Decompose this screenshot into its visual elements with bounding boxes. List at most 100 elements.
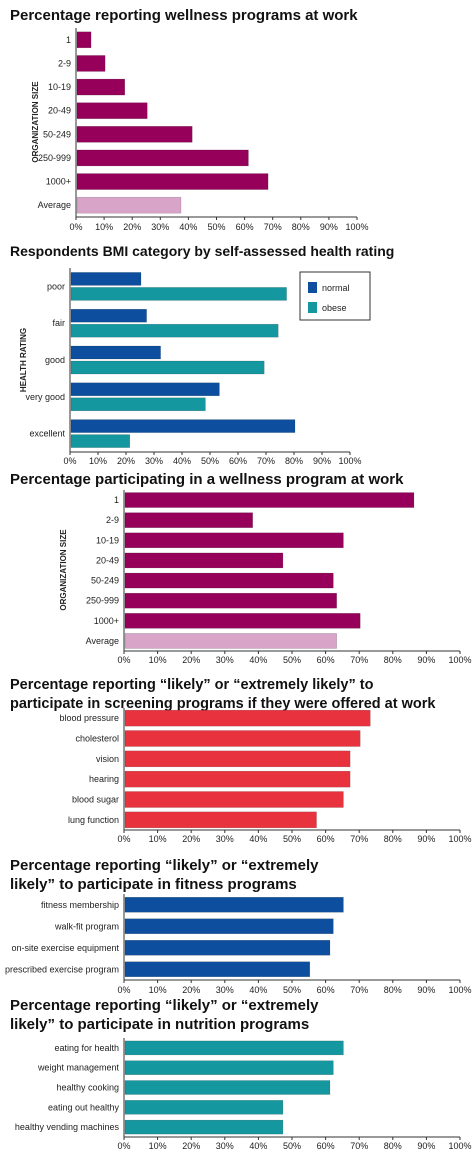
category-label: healthy vending machines — [15, 1122, 120, 1132]
category-label: 50-249 — [91, 576, 119, 586]
x-tick-label: 10% — [149, 1141, 167, 1151]
category-label: excellent — [29, 429, 65, 439]
x-tick-label: 90% — [417, 834, 435, 844]
x-tick-label: 80% — [384, 985, 402, 995]
x-tick-label: 100% — [448, 1141, 471, 1151]
x-tick-label: 40% — [249, 1141, 267, 1151]
bar — [124, 532, 344, 549]
bar — [124, 512, 253, 528]
category-label: 20-49 — [48, 106, 71, 116]
bar — [76, 55, 106, 72]
x-tick-label: 30% — [216, 655, 234, 665]
x-tick-label: 20% — [182, 655, 200, 665]
x-tick-label: 60% — [236, 222, 254, 232]
category-label: 1 — [114, 495, 119, 505]
category-label: eating for health — [54, 1043, 119, 1053]
y-axis-label: HEALTH RATING — [19, 328, 28, 392]
legend-label: obese — [322, 303, 347, 313]
x-tick-label: 50% — [283, 1141, 301, 1151]
bar — [124, 709, 371, 727]
category-label: fair — [52, 318, 65, 328]
category-label: blood pressure — [59, 713, 119, 723]
x-tick-label: 10% — [149, 985, 167, 995]
x-tick-label: 100% — [448, 985, 471, 995]
x-tick-label: 70% — [350, 655, 368, 665]
x-tick-label: 20% — [182, 985, 200, 995]
x-tick-label: 50% — [201, 456, 219, 466]
x-tick-label: 70% — [350, 834, 368, 844]
category-label: 1 — [66, 35, 71, 45]
x-tick-label: 40% — [249, 655, 267, 665]
bar — [124, 572, 334, 589]
x-tick-label: 50% — [207, 222, 225, 232]
category-label: Average — [38, 200, 71, 210]
bar-obese — [70, 360, 265, 375]
category-label: 10-19 — [48, 82, 71, 92]
bar — [124, 633, 337, 649]
bar-chart: 0% 10% 20% 30% 40% 50% 60% 70% 80% 90% 100% ORGANIZ… — [31, 28, 369, 232]
category-label: good — [45, 355, 65, 365]
chart-nutrition-programs: Percentage reporting “likely” or “extrem… — [0, 990, 474, 1154]
legend-swatch — [308, 282, 317, 293]
bar-normal — [70, 308, 147, 323]
x-tick-label: 0% — [63, 456, 76, 466]
x-tick-label: 90% — [313, 456, 331, 466]
bar — [124, 1100, 284, 1115]
x-tick-label: 70% — [350, 1141, 368, 1151]
bar-chart: 0% 10% 20% 30% 40% 50% 60% 70% 80% 90% 100% eating … — [15, 1038, 472, 1151]
x-tick-label: 100% — [448, 655, 471, 665]
x-tick-label: 30% — [216, 1141, 234, 1151]
bar — [124, 1080, 331, 1095]
bar — [76, 126, 193, 143]
x-tick-label: 20% — [182, 1141, 200, 1151]
bar — [124, 750, 351, 768]
x-tick-label: 60% — [317, 655, 335, 665]
x-tick-label: 30% — [145, 456, 163, 466]
bar-normal — [70, 345, 161, 360]
bar — [124, 1060, 334, 1075]
bar — [124, 1119, 284, 1135]
bar-obese — [70, 397, 206, 412]
bar — [124, 730, 361, 747]
x-tick-label: 70% — [264, 222, 282, 232]
x-tick-label: 90% — [417, 655, 435, 665]
category-label: on-site exercise equipment — [11, 943, 119, 953]
chart-title: Percentage participating in a wellness p… — [10, 471, 404, 488]
bar — [124, 811, 317, 829]
x-tick-label: 0% — [117, 1141, 130, 1151]
x-tick-label: 40% — [173, 456, 191, 466]
bar — [124, 492, 415, 508]
chart-fitness-programs: Percentage reporting “likely” or “extrem… — [0, 850, 474, 995]
category-label: 2-9 — [58, 58, 71, 68]
category-label: healthy cooking — [56, 1083, 119, 1093]
bar — [124, 592, 337, 609]
x-tick-label: 20% — [123, 222, 141, 232]
bar — [76, 31, 92, 49]
x-tick-label: 50% — [283, 655, 301, 665]
bar — [124, 770, 351, 788]
chart-wellness-programs: Percentage reporting wellness programs a… — [0, 0, 474, 240]
chart-title: Percentage reporting “likely” or “extrem… — [10, 677, 436, 712]
x-tick-label: 0% — [117, 655, 130, 665]
bar — [76, 149, 249, 167]
x-tick-label: 80% — [384, 655, 402, 665]
legend-swatch — [308, 302, 317, 313]
x-tick-label: 70% — [350, 985, 368, 995]
bar-obese — [70, 434, 131, 448]
y-axis-label: ORGANIZATION SIZE — [31, 81, 40, 163]
chart-screening-programs: Percentage reporting “likely” or “extrem… — [0, 670, 474, 850]
chart-bmi-health-rating: Respondents BMI category by self-assesse… — [0, 240, 474, 470]
bar-chart: 0% 10% 20% 30% 40% 50% 60% 70% 80% 90% 100% HEALTH … — [19, 268, 371, 466]
bar-normal — [70, 419, 296, 433]
bar — [124, 918, 334, 934]
chart-title: Percentage reporting “likely” or “extrem… — [10, 997, 319, 1033]
bar — [124, 897, 344, 913]
bar-chart: 0% 10% 20% 30% 40% 50% 60% 70% 80% 90% 100% fitness… — [5, 894, 472, 995]
x-tick-label: 10% — [89, 456, 107, 466]
x-tick-label: 20% — [182, 834, 200, 844]
x-tick-label: 90% — [417, 985, 435, 995]
category-label: very good — [25, 392, 65, 402]
x-tick-label: 60% — [317, 834, 335, 844]
x-tick-label: 80% — [384, 1141, 402, 1151]
bar — [76, 78, 126, 96]
